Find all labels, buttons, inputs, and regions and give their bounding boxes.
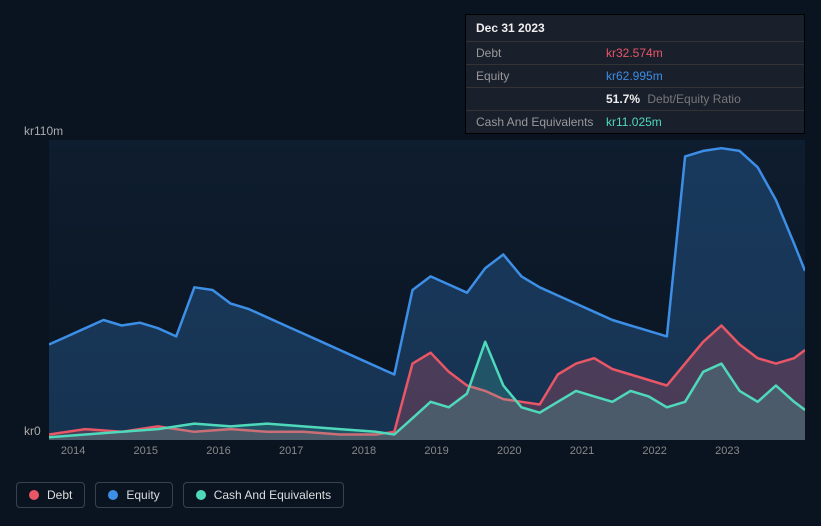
chart-legend: Debt Equity Cash And Equivalents bbox=[16, 482, 344, 508]
tooltip-value: kr32.574m bbox=[606, 46, 794, 60]
tooltip-label: Cash And Equivalents bbox=[476, 115, 606, 129]
tooltip-label: Equity bbox=[476, 69, 606, 83]
legend-label: Equity bbox=[126, 488, 159, 502]
chart-area[interactable] bbox=[16, 140, 805, 440]
legend-dot bbox=[29, 490, 39, 500]
tooltip-date: Dec 31 2023 bbox=[466, 15, 804, 42]
tooltip-row-debt: Debt kr32.574m bbox=[466, 42, 804, 65]
tooltip-row-cash: Cash And Equivalents kr11.025m bbox=[466, 111, 804, 133]
tooltip-value: kr11.025m bbox=[606, 115, 794, 129]
legend-label: Debt bbox=[47, 488, 72, 502]
tooltip-row-ratio: 51.7% Debt/Equity Ratio bbox=[466, 88, 804, 111]
tooltip-label: Debt bbox=[476, 46, 606, 60]
y-axis-max-label: kr110m bbox=[24, 124, 63, 138]
legend-item-cash[interactable]: Cash And Equivalents bbox=[183, 482, 344, 508]
tooltip-ratio-value: 51.7% bbox=[606, 92, 640, 106]
tooltip-value: 51.7% Debt/Equity Ratio bbox=[606, 92, 794, 106]
tooltip-label bbox=[476, 92, 606, 106]
chart-svg bbox=[49, 140, 805, 440]
legend-item-equity[interactable]: Equity bbox=[95, 482, 172, 508]
legend-item-debt[interactable]: Debt bbox=[16, 482, 85, 508]
legend-dot bbox=[108, 490, 118, 500]
legend-dot bbox=[196, 490, 206, 500]
tooltip-row-equity: Equity kr62.995m bbox=[466, 65, 804, 88]
chart-tooltip: Dec 31 2023 Debt kr32.574m Equity kr62.9… bbox=[465, 14, 805, 134]
tooltip-ratio-label: Debt/Equity Ratio bbox=[647, 92, 740, 106]
x-axis: 2014201520162017201820192020202120222023 bbox=[49, 445, 805, 465]
tooltip-value: kr62.995m bbox=[606, 69, 794, 83]
legend-label: Cash And Equivalents bbox=[214, 488, 331, 502]
